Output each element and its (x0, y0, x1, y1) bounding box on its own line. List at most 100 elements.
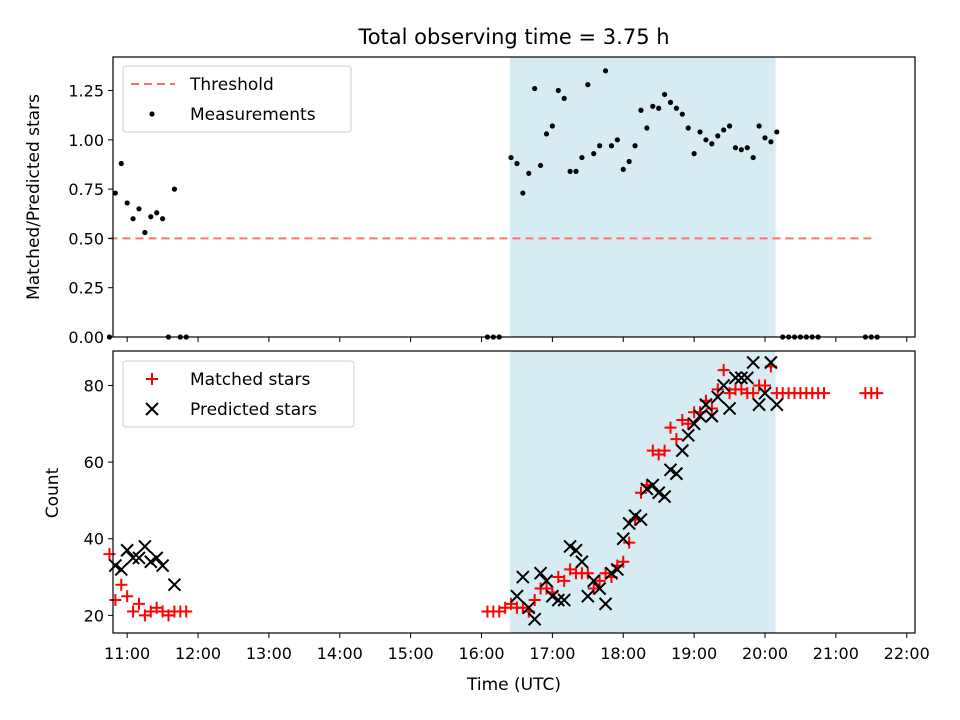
count-y-tick-label: 40 (84, 530, 104, 549)
measurement-point (130, 216, 136, 222)
x-tick-label: 12:00 (175, 644, 221, 663)
predicted-star-point (622, 516, 636, 531)
measurement-point (597, 143, 603, 149)
measurement-point (543, 131, 550, 137)
predicted-star-point (711, 390, 725, 404)
measurement-point (732, 145, 739, 151)
measurement-point (585, 82, 591, 88)
measurement-point (112, 190, 118, 196)
measurement-point (644, 125, 650, 131)
measurements-legend-marker (149, 111, 155, 117)
measurement-point (124, 200, 130, 206)
predicted-star-point (545, 589, 560, 603)
measurement-point (579, 154, 585, 161)
x-tick-label: 11:00 (104, 644, 150, 663)
measurement-point (673, 105, 680, 111)
measurement-point (171, 186, 178, 192)
measurement-point (650, 103, 656, 109)
count-y-axis-label: Count (43, 467, 63, 518)
matched-star-point (818, 387, 831, 400)
predicted-star-point (740, 371, 754, 385)
predicted-star-point (138, 539, 152, 554)
measurement-point (514, 160, 520, 167)
matched-star-point (658, 444, 671, 457)
predicted-star-point (563, 539, 577, 554)
predicted-star-point (132, 551, 146, 565)
matched-star-point (871, 387, 884, 400)
measurement-point (602, 68, 609, 74)
predicted-star-point (533, 566, 548, 580)
ratio-y-tick-label: 0.50 (68, 229, 104, 248)
measurement-point (756, 123, 762, 129)
matched-star-point (127, 605, 140, 618)
measurement-point (526, 170, 532, 176)
threshold-legend-label: Threshold (189, 75, 274, 95)
measurement-point (608, 143, 615, 149)
predicted-star-point (510, 589, 524, 603)
measurement-point (118, 160, 124, 167)
measurements-legend-label: Measurements (190, 105, 316, 125)
measurement-point (774, 129, 780, 135)
measurement-point (703, 137, 709, 143)
predicted-star-point (728, 371, 743, 385)
ratio-y-axis-label: Matched/Predicted stars (24, 94, 44, 300)
count-legend: Matched stars Predicted stars (122, 360, 355, 428)
measurement-point (567, 168, 573, 174)
x-tick-label: 16:00 (458, 644, 504, 663)
predicted-star-point (114, 562, 128, 577)
measurement-point (679, 111, 685, 117)
measurement-point (620, 166, 626, 172)
measurement-point (532, 85, 538, 92)
measurement-point (750, 154, 756, 161)
predicted-star-point (746, 355, 760, 370)
predicted-star-point (669, 466, 684, 481)
predicted-star-point (651, 486, 666, 500)
matched-star-point (558, 574, 571, 587)
x-tick-label: 17:00 (529, 644, 575, 663)
matched-star-point (115, 578, 128, 591)
measurement-point (537, 162, 544, 169)
predicted-star-point (764, 355, 778, 370)
predicted-star-point (604, 566, 619, 580)
matched-star-point (682, 417, 695, 430)
matched-star-point (617, 555, 630, 568)
predicted-star-point (587, 574, 601, 588)
measurement-point (697, 129, 703, 135)
ratio-y-tick-label: 0.25 (68, 279, 104, 298)
measurement-point (661, 91, 668, 98)
x-tick-label: 15:00 (388, 644, 434, 663)
measurement-point (709, 141, 715, 147)
measurement-point (638, 107, 644, 113)
ratio-y-tick-label: 1.00 (68, 131, 104, 150)
predicted-star-point (575, 555, 589, 569)
matched-star-point (528, 594, 541, 607)
predicted-star-point (734, 371, 749, 385)
predicted-legend-label: Predicted stars (190, 400, 317, 420)
ratio-y-tick-label: 0.75 (68, 180, 104, 199)
matched-star-point (711, 383, 724, 396)
measurement-point (555, 87, 561, 94)
matched-star-point (705, 402, 718, 415)
measurement-point (685, 125, 691, 131)
measurement-point (573, 168, 579, 174)
matched-star-point (180, 605, 193, 618)
measurement-point (768, 139, 774, 145)
count-panel-frame (112, 350, 916, 634)
ratio-panel-frame (112, 56, 916, 338)
ratio-y-tick-label: 1.25 (68, 82, 104, 101)
matched-star-point (593, 574, 606, 587)
predicted-star-point (527, 612, 542, 626)
x-tick-label: 19:00 (671, 644, 717, 663)
matched-star-point (747, 387, 760, 400)
predicted-star-point (569, 543, 583, 557)
matched-star-point (758, 379, 771, 392)
measurement-point (738, 147, 744, 153)
matched-star-point (587, 582, 600, 595)
matched-star-point (717, 364, 730, 377)
measurement-point (136, 206, 142, 212)
x-tick-label: 13:00 (246, 644, 292, 663)
predicted-star-point (516, 570, 530, 584)
count-y-tick-label: 60 (84, 453, 104, 472)
predicted-star-point (598, 597, 613, 611)
measurement-point (591, 151, 597, 157)
